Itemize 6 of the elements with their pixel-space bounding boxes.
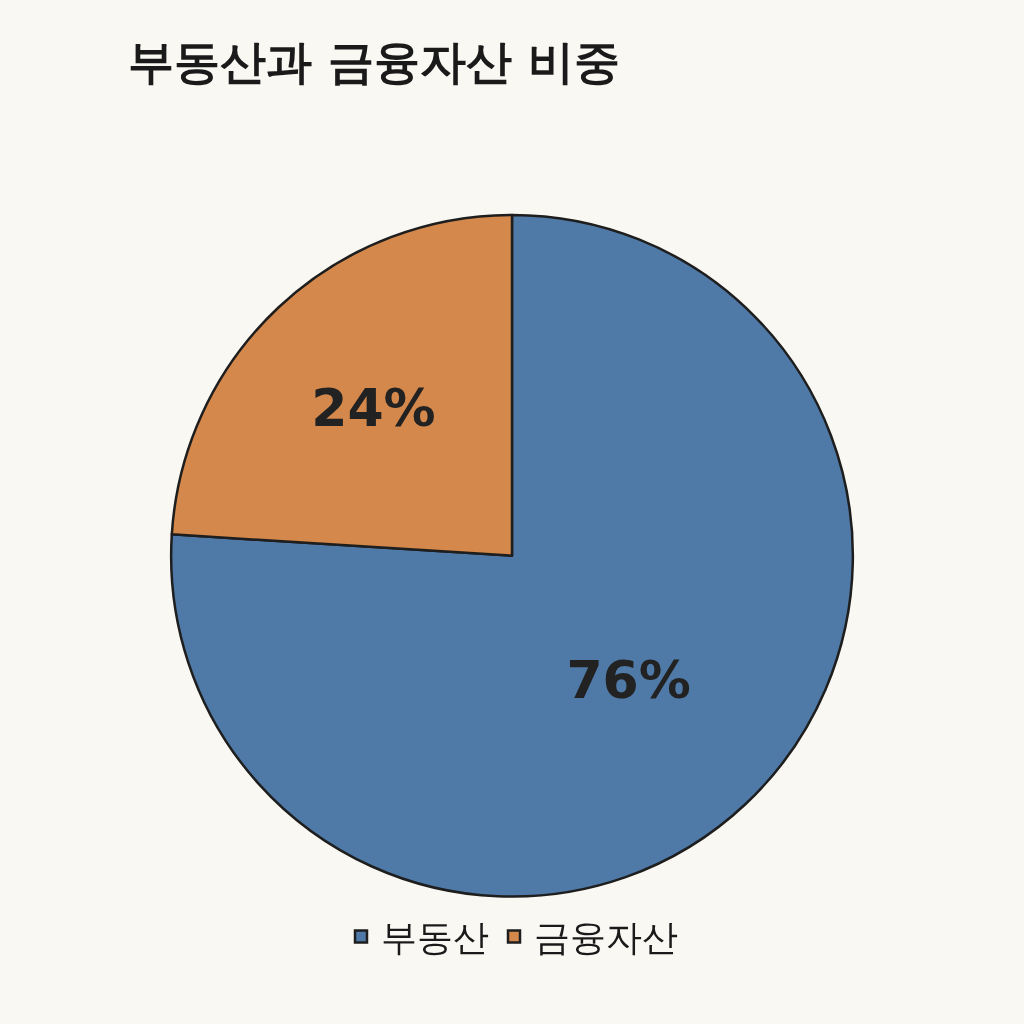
legend-label: 금융자산 <box>534 917 678 959</box>
legend-label: 부동산 <box>381 917 489 959</box>
chart-title: 부동산과 금융자산 비중 <box>128 35 621 90</box>
data-label: 76% <box>566 649 691 710</box>
data-label: 24% <box>311 378 436 439</box>
pie-slice <box>170 213 855 898</box>
